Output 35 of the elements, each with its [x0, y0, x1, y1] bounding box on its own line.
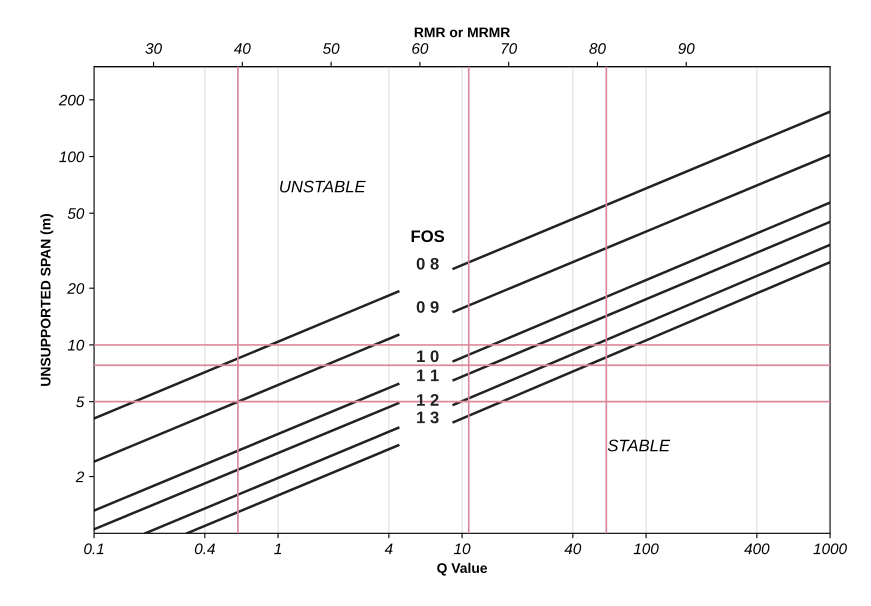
series-label: 1 1 — [417, 370, 439, 382]
series-label: 1 2 — [417, 394, 439, 406]
y-tick-label: 50 — [68, 208, 84, 219]
series-label: 1 0 — [417, 350, 439, 362]
x-tick-label: 1000 — [813, 543, 847, 554]
series-label: 0 8 — [416, 258, 439, 270]
x-tick-label: 10 — [454, 543, 470, 554]
annotation: UNSTABLE — [280, 180, 366, 192]
x-tick-label: 0.4 — [194, 543, 215, 554]
x2-tick-label: 30 — [145, 43, 162, 54]
x2-tick-label: 70 — [502, 43, 518, 54]
x-tick-label: 1 — [274, 544, 282, 554]
y-tick-label: 10 — [68, 340, 84, 351]
y-tick-label: 2 — [76, 471, 84, 482]
x2-tick-label: 50 — [322, 43, 340, 54]
series-label: 1 3 — [417, 412, 439, 424]
x2-tick-label: 80 — [589, 43, 606, 54]
x-axis-title: Q Value — [437, 562, 488, 576]
x2-axis-title: RMR or MRMR — [414, 28, 510, 38]
y-tick-label: 5 — [76, 396, 84, 408]
x-tick-label: 40 — [564, 543, 582, 554]
x2-tick-label: 90 — [678, 43, 695, 54]
x-tick-label: 0.1 — [84, 543, 104, 554]
series-label: 0 9 — [416, 301, 439, 313]
y-axis-title: UNSUPPORTED SPAN (m) — [40, 214, 54, 386]
annotation: STABLE — [608, 440, 670, 452]
legend-title: FOS — [412, 230, 444, 242]
x-tick-label: 400 — [744, 543, 770, 554]
y-tick-label: 200 — [58, 94, 84, 106]
x-tick-label: 100 — [634, 543, 659, 554]
x2-tick-label: 60 — [412, 43, 428, 54]
x2-tick-label: 40 — [234, 43, 251, 54]
y-tick-label: 20 — [67, 283, 84, 294]
y-tick-label: 100 — [59, 151, 84, 162]
x-tick-label: 4 — [384, 544, 393, 554]
